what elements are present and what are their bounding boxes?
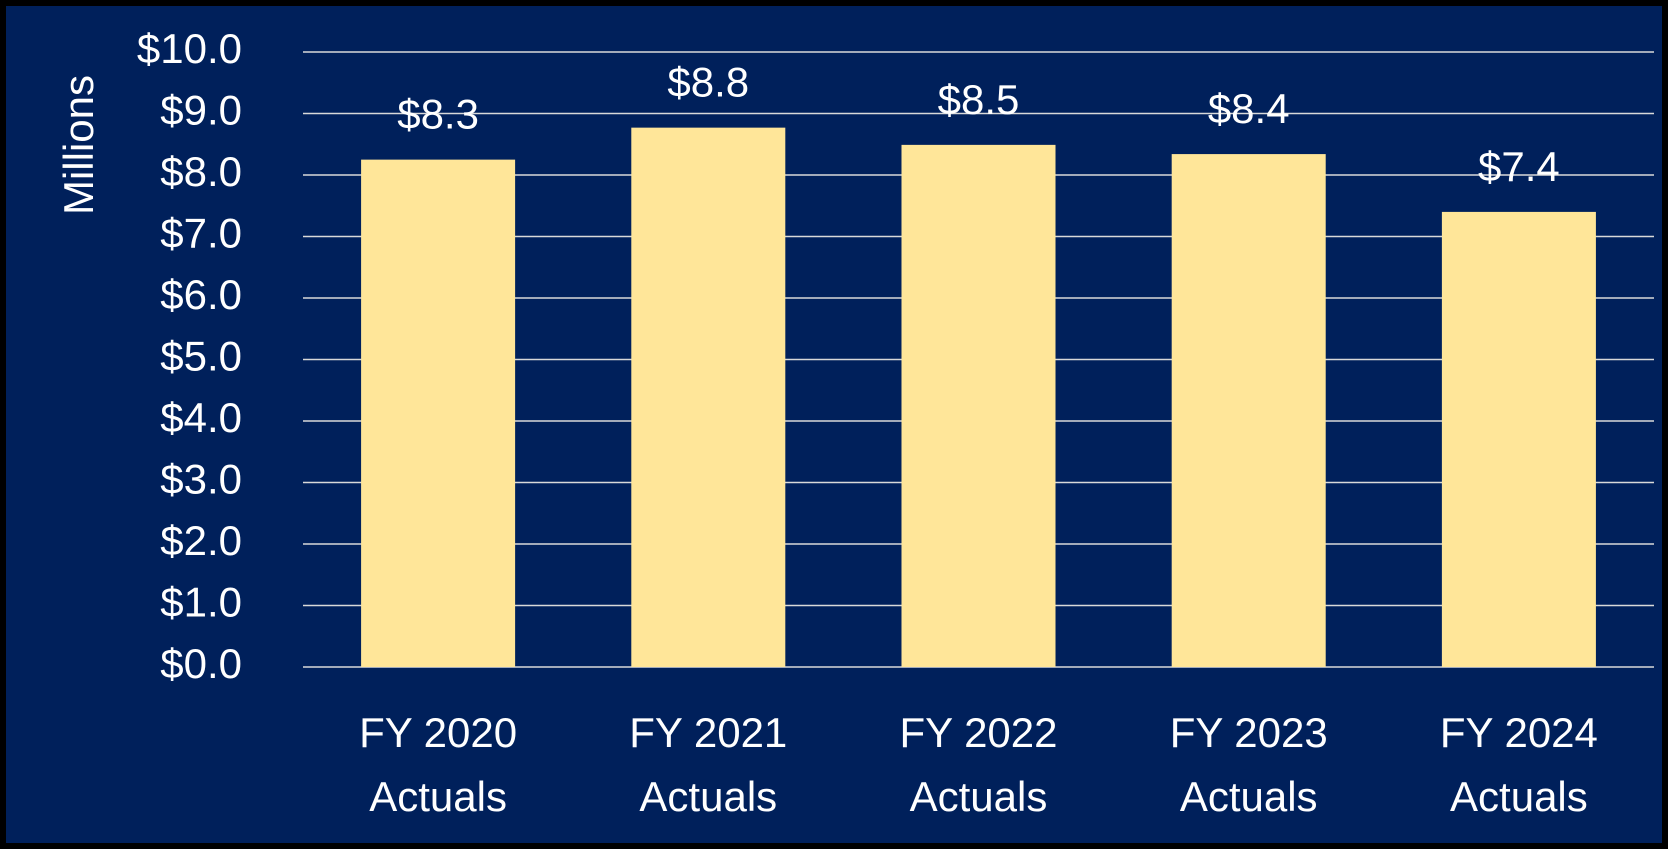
bar <box>361 159 516 667</box>
data-label: $8.3 <box>397 91 479 138</box>
x-tick-label: FY 2022 <box>899 709 1057 756</box>
y-tick-label: $9.0 <box>160 87 242 134</box>
x-tick-label: FY 2024 <box>1440 709 1598 756</box>
y-tick-label: $10.0 <box>137 25 242 72</box>
y-tick-label: $0.0 <box>160 640 242 687</box>
bar <box>631 127 786 667</box>
y-tick-label: $7.0 <box>160 210 242 257</box>
data-label: $8.8 <box>667 59 749 106</box>
x-tick-label: Actuals <box>1450 773 1588 820</box>
y-tick-label: $5.0 <box>160 333 242 380</box>
x-tick-label: Actuals <box>1180 773 1318 820</box>
y-tick-label: $1.0 <box>160 579 242 626</box>
y-tick-label: $6.0 <box>160 271 242 318</box>
y-axis-label: Millions <box>55 75 102 215</box>
x-tick-label: FY 2020 <box>359 709 517 756</box>
data-label: $7.4 <box>1478 143 1560 190</box>
x-tick-label: FY 2023 <box>1170 709 1328 756</box>
x-tick-label: Actuals <box>369 773 507 820</box>
data-label: $8.4 <box>1208 85 1290 132</box>
y-tick-label: $8.0 <box>160 148 242 195</box>
y-tick-label: $4.0 <box>160 394 242 441</box>
y-tick-label: $3.0 <box>160 456 242 503</box>
data-label: $8.5 <box>938 76 1020 123</box>
bar <box>1171 154 1326 668</box>
x-tick-label: Actuals <box>910 773 1048 820</box>
x-tick-label: FY 2021 <box>629 709 787 756</box>
bar <box>1441 211 1596 667</box>
chart-background <box>4 4 1664 845</box>
bar <box>901 144 1056 668</box>
x-tick-label: Actuals <box>639 773 777 820</box>
y-tick-label: $2.0 <box>160 517 242 564</box>
